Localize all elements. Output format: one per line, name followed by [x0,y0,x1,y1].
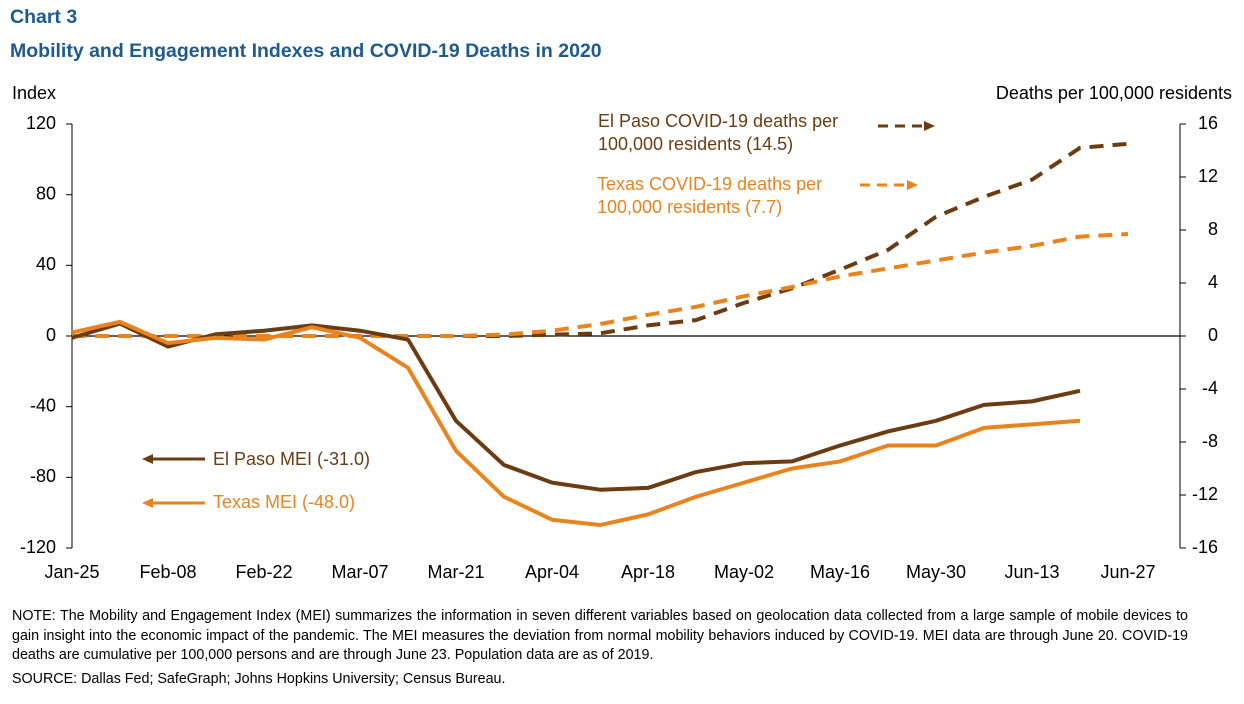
y2-tick-label: 0 [1208,325,1218,345]
y-tick-label: -80 [30,466,56,486]
note: NOTE: The Mobility and Engagement Index … [12,608,1188,663]
x-tick-label: Feb-22 [235,562,292,582]
legend-arrowhead [142,454,153,464]
legend-label: El Paso MEI (-31.0) [213,449,371,469]
y2-axis-title: Deaths per 100,000 residents [996,83,1232,103]
y-tick-label: 40 [36,254,56,274]
legend-label: El Paso COVID-19 deaths per 100,000 resi… [598,111,839,154]
x-tick-label: Apr-04 [525,562,579,582]
y-tick-label: 120 [26,113,56,133]
legend-label: Texas MEI (-48.0) [213,492,356,512]
legend-arrowhead [907,180,918,190]
y2-tick-label: -4 [1202,378,1218,398]
y2-tick-label: 8 [1208,219,1218,239]
chart-title: Chart 3 [10,6,78,28]
y-tick-label: -120 [20,537,56,557]
chart-subtitle: Mobility and Engagement Indexes and COVI… [10,40,602,62]
y2-tick-label: -16 [1192,537,1218,557]
x-tick-label: May-02 [714,562,774,582]
x-tick-label: Jan-25 [44,562,99,582]
series-line [72,141,1129,338]
x-tick-label: Jun-13 [1004,562,1059,582]
x-tick-label: May-30 [906,562,966,582]
y-tick-label: -40 [30,395,56,415]
legend-arrowhead [142,498,153,508]
y2-tick-label: 12 [1198,166,1218,186]
x-tick-label: May-16 [810,562,870,582]
source: SOURCE: Dallas Fed; SafeGraph; Johns Hop… [12,671,506,687]
y-axis-title: Index [12,83,56,103]
series-line [71,321,1081,492]
x-tick-label: Jun-27 [1100,562,1155,582]
x-tick-label: Feb-08 [139,562,196,582]
y2-tick-label: 4 [1208,272,1218,292]
y2-tick-label: 16 [1198,113,1218,133]
x-tick-label: Apr-18 [621,562,675,582]
legend-arrowhead [924,121,935,131]
series-line [71,319,1081,528]
series-line [72,231,1129,338]
y2-tick-label: -12 [1192,484,1218,504]
y-tick-label: 0 [46,325,56,345]
x-tick-label: Mar-21 [427,562,484,582]
legend-label: Texas COVID-19 deaths per 100,000 reside… [597,174,823,217]
y-tick-label: 80 [36,183,56,203]
y2-tick-label: -8 [1202,431,1218,451]
x-tick-label: Mar-07 [331,562,388,582]
